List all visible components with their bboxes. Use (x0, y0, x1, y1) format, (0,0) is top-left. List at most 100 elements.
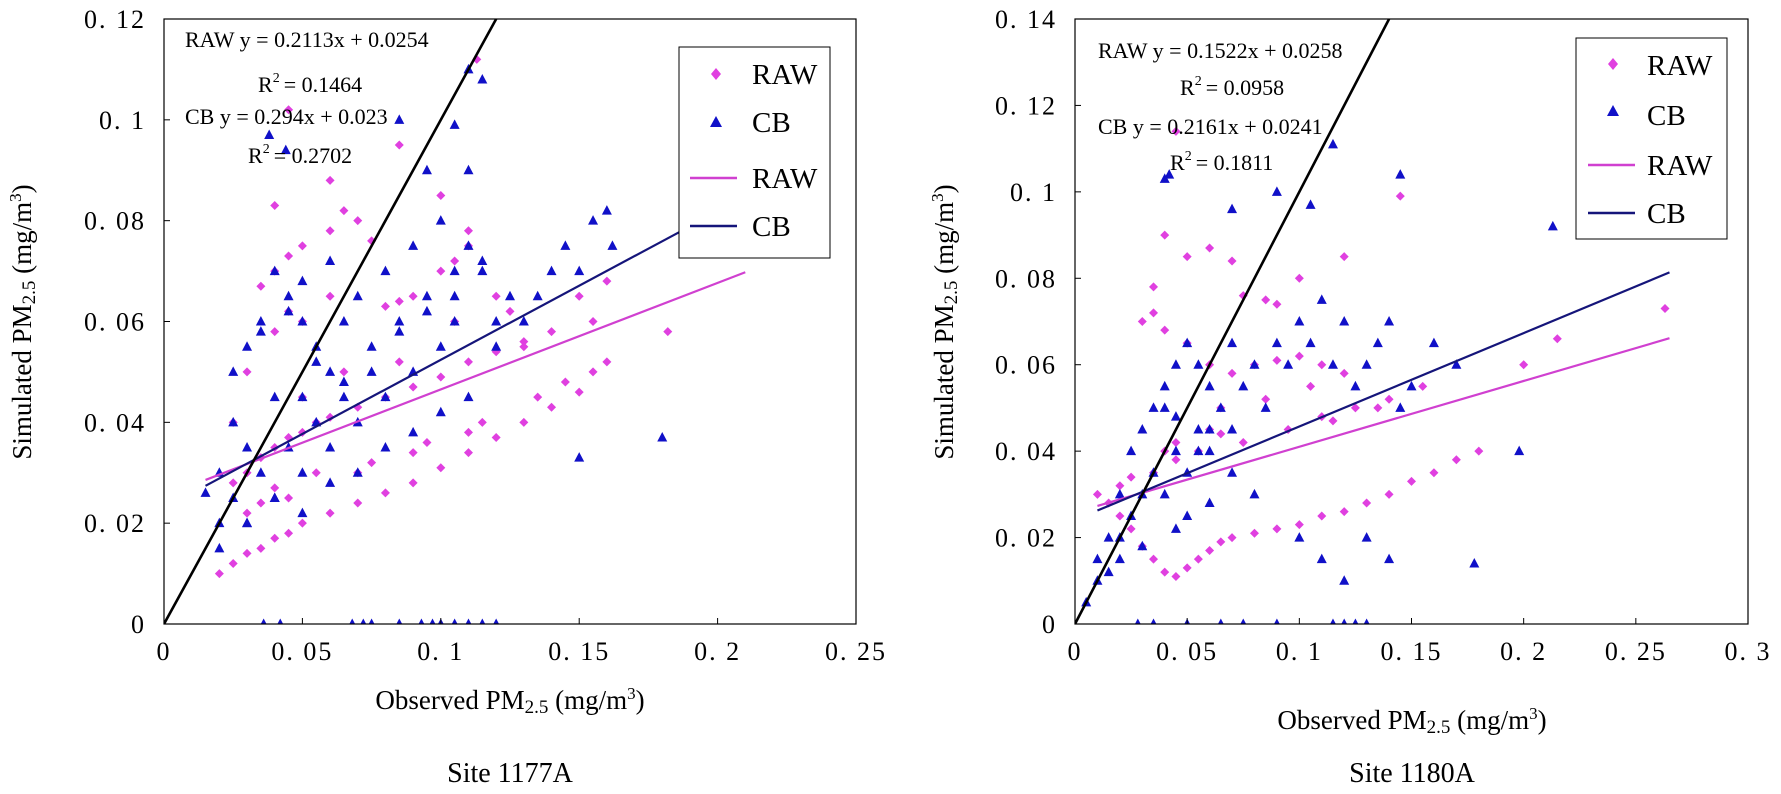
cb-point (1352, 618, 1359, 624)
cb-point (242, 341, 253, 351)
raw-point (380, 301, 390, 311)
raw-point (394, 357, 404, 367)
cb-point (408, 426, 419, 437)
cb-point (493, 618, 500, 624)
raw-point (284, 251, 294, 261)
cb-point (1341, 618, 1348, 624)
cb-point (491, 316, 502, 326)
raw-point (1261, 295, 1271, 305)
y-tick-label: 0 (1042, 610, 1057, 639)
cb-point (396, 618, 403, 624)
y-tick-label: 0. 12 (995, 91, 1057, 120)
raw-point (284, 528, 294, 538)
cb-point (338, 316, 349, 326)
raw-equation: RAW y = 0.2113x + 0.0254 (185, 27, 429, 52)
raw-point (1272, 524, 1282, 534)
regression-equations: RAW y = 0.1522x + 0.0258 R2 = 0.0958 CB y… (1098, 38, 1342, 175)
legend: RAW CB RAW CB (678, 46, 831, 259)
cb-point (325, 477, 336, 487)
raw-point (325, 175, 335, 185)
cb-point (1137, 540, 1148, 551)
y-tick-label: 0. 08 (995, 264, 1057, 293)
cb-point (1274, 618, 1280, 624)
cb-point (255, 316, 266, 326)
raw-point (270, 533, 280, 543)
cb-point (1193, 424, 1204, 434)
cb-equation: CB y = 0.2161x + 0.0241 (1098, 114, 1323, 139)
raw-point (214, 569, 224, 579)
raw-point (602, 276, 612, 286)
raw-point (547, 327, 557, 337)
raw-point (270, 327, 280, 337)
y-tick-label: 0. 02 (995, 524, 1057, 553)
raw-point (394, 296, 404, 306)
cb-point (311, 356, 322, 366)
cb-point (297, 316, 308, 326)
cb-point (1103, 532, 1114, 542)
raw-point (256, 543, 266, 553)
cb-point (421, 164, 432, 175)
cb-point (1092, 553, 1103, 564)
y-tick-label: 0. 06 (84, 308, 146, 337)
y-tick-label: 0. 06 (995, 351, 1057, 380)
raw-point (367, 458, 377, 468)
cb-point (1193, 359, 1204, 369)
raw-point (519, 337, 529, 347)
raw-point (602, 357, 612, 367)
cb-point (366, 341, 377, 351)
cb-point (1217, 618, 1224, 624)
raw-point (1373, 403, 1383, 413)
cb-point (477, 74, 488, 84)
x-tick-label: 0. 15 (1381, 637, 1443, 666)
legend-cb-marker (710, 116, 722, 127)
fit-line-raw (205, 271, 746, 481)
raw-point (1171, 455, 1181, 465)
cb-point (242, 517, 253, 528)
raw-point (1171, 126, 1181, 136)
cb-point (435, 406, 446, 417)
raw-point (491, 291, 501, 301)
cb-point (255, 467, 266, 477)
cb-point (418, 618, 425, 624)
cb-point (449, 290, 460, 301)
cb-point (1240, 618, 1247, 624)
raw-point (1149, 308, 1159, 318)
cb-point (532, 290, 543, 301)
cb-point (463, 240, 474, 250)
panel-caption: Site 1177A (447, 758, 574, 789)
cb-point (607, 240, 618, 250)
raw-point (1350, 403, 1360, 413)
cb-point (1249, 488, 1260, 499)
cb-point (1137, 424, 1148, 434)
cb-equation: CB y = 0.294x + 0.023 (185, 104, 388, 129)
cb-point (228, 366, 239, 376)
cb-point (200, 487, 211, 497)
cb-point (283, 305, 294, 316)
cb-point (1327, 138, 1338, 149)
raw-point (1227, 533, 1237, 543)
raw-point (1182, 563, 1192, 573)
cb-point (1271, 337, 1282, 348)
y-tick-label: 0. 04 (995, 437, 1057, 466)
legend-cb-marker (1607, 105, 1619, 116)
x-tick-label: 0. 05 (271, 637, 333, 666)
raw-point (353, 498, 363, 508)
raw-point (505, 306, 515, 316)
raw-point (1149, 282, 1159, 292)
raw-point (1660, 304, 1670, 314)
cb-point (560, 240, 571, 250)
cb-point (1227, 424, 1238, 434)
cb-point (435, 215, 446, 225)
cb-point (1260, 402, 1271, 412)
cb-point (264, 129, 275, 139)
raw-point (491, 432, 501, 442)
cb-point (325, 255, 336, 265)
cb-point (477, 255, 488, 265)
raw-point (270, 201, 280, 211)
raw-point (242, 548, 252, 558)
cb-point (1361, 359, 1372, 369)
raw-point (284, 493, 294, 503)
raw-point (1137, 317, 1147, 326)
y-tick-label: 0 (131, 610, 146, 639)
